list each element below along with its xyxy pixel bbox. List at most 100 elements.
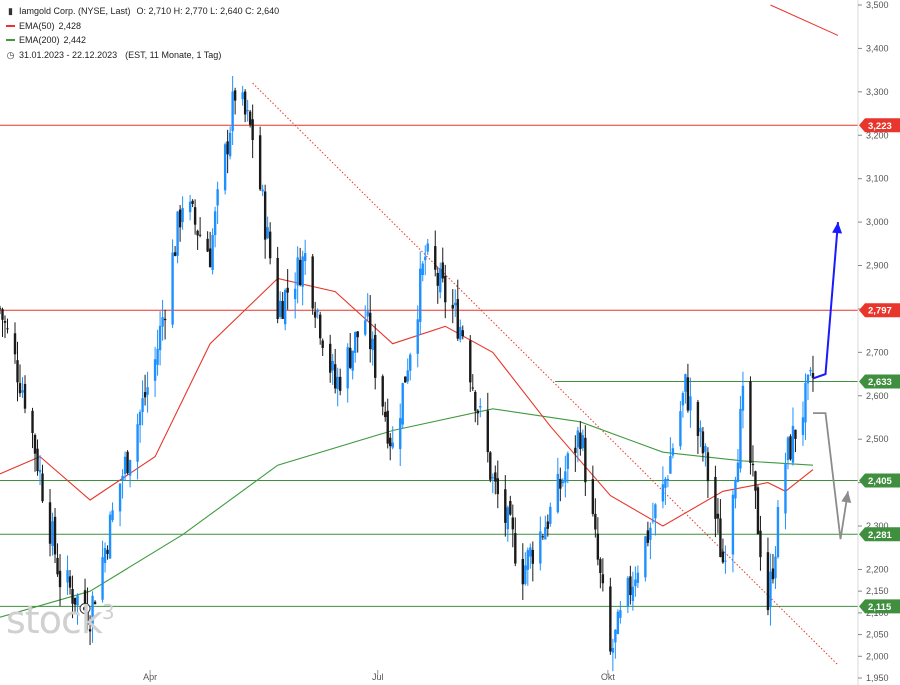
candle-up — [101, 540, 104, 603]
candle-up — [479, 398, 482, 418]
candle-down — [281, 292, 284, 320]
candle-body — [804, 382, 807, 423]
candle-body — [469, 340, 472, 383]
candle-down — [6, 318, 9, 334]
scenario-arrowhead-primary-bullish — [832, 222, 843, 234]
candle-body — [626, 577, 630, 607]
candle-body — [391, 442, 394, 448]
candle-body — [731, 494, 735, 555]
candle-down — [333, 348, 337, 394]
candle-body — [313, 311, 317, 318]
watermark-text: stock — [6, 598, 103, 642]
candle-body — [364, 320, 367, 335]
candle-body — [198, 234, 202, 236]
candle-up — [51, 512, 54, 556]
x-tick-label: Jul — [372, 672, 384, 682]
candle-down — [71, 575, 74, 619]
candle-body — [544, 527, 547, 540]
candle-body — [616, 611, 620, 634]
candle-up — [331, 353, 334, 385]
candle-body — [36, 448, 39, 472]
candle-body — [161, 317, 164, 327]
candle-body — [564, 471, 567, 483]
candle-body — [266, 227, 269, 239]
candle-body — [213, 211, 217, 236]
candle-up — [741, 371, 745, 429]
candle-up — [614, 629, 617, 659]
candle-body — [771, 568, 775, 580]
candle-up — [804, 373, 807, 440]
candle-down — [509, 495, 512, 516]
candle-body — [303, 253, 307, 262]
candle-body — [33, 434, 37, 454]
level-tag-bg — [859, 374, 900, 389]
level-tag-label: 2,281 — [868, 530, 892, 541]
candle-body — [486, 410, 489, 453]
level-tag-2-633: 2,633 — [859, 374, 900, 389]
candle-up — [619, 600, 622, 624]
candle-body — [649, 527, 652, 540]
candle-up — [118, 483, 122, 527]
candle-down — [759, 515, 762, 571]
candle-up — [539, 516, 542, 571]
candle-up — [526, 547, 530, 586]
candle-body — [374, 334, 377, 378]
candle-up — [666, 475, 670, 488]
candle-down — [486, 392, 489, 463]
candle-up — [774, 546, 777, 589]
scenario-arrow-primary-bullish — [812, 222, 839, 380]
candle-body — [384, 411, 387, 418]
candle-body — [66, 570, 69, 583]
candle-down — [23, 375, 27, 414]
candle-down — [18, 364, 22, 397]
trendline-upper-resistance-trend — [770, 4, 839, 36]
candle-up — [791, 407, 795, 466]
candle-down — [441, 247, 444, 283]
watermark-sup: 3 — [101, 600, 115, 624]
candle-up — [76, 593, 79, 625]
candle-down — [16, 341, 19, 402]
y-tick-label: 2,700 — [866, 347, 889, 357]
candle-body — [776, 507, 780, 558]
candle-down — [686, 363, 690, 413]
candle-body — [811, 373, 815, 378]
candle-down — [601, 558, 605, 592]
candle-up — [121, 469, 124, 499]
price-axis: 3,5003,4003,3003,2003,1003,0002,9002,800… — [857, 0, 900, 685]
candle-up — [661, 466, 665, 509]
y-tick-label: 3,400 — [866, 43, 889, 53]
candle-down — [504, 475, 507, 537]
candle-up — [366, 293, 369, 321]
candle-body — [178, 209, 182, 228]
y-tick-label: 3,500 — [866, 0, 889, 10]
candle-down — [456, 279, 459, 341]
y-tick-label: 3,300 — [866, 87, 889, 97]
candle-body — [664, 478, 667, 488]
candle-body — [526, 550, 530, 570]
candle-up — [266, 216, 269, 240]
candle-body — [371, 338, 374, 351]
candle-down — [721, 538, 725, 564]
scenario-arrowhead-alternative — [841, 491, 852, 503]
candle-down — [276, 246, 279, 324]
candle-body — [774, 556, 777, 579]
moving-average-layer — [0, 277, 814, 618]
candle-body — [646, 530, 650, 543]
candle-body — [211, 234, 214, 270]
candle-up — [213, 206, 217, 248]
candle-body — [193, 207, 197, 225]
level-tag-label: 2,405 — [868, 476, 892, 487]
candle-down — [714, 465, 717, 538]
level-tag-label: 2,797 — [868, 306, 892, 317]
candle-body — [401, 383, 404, 425]
candle-up — [283, 288, 287, 331]
candle-up — [158, 311, 162, 366]
candle-body — [381, 376, 384, 407]
candle-body — [106, 549, 109, 554]
candles-layer — [0, 76, 815, 672]
candle-down — [489, 451, 492, 483]
candle-body — [524, 565, 527, 584]
candle-body — [41, 473, 44, 502]
legend-ema50-label: EMA(50) — [19, 20, 55, 31]
candle-up — [681, 391, 685, 418]
